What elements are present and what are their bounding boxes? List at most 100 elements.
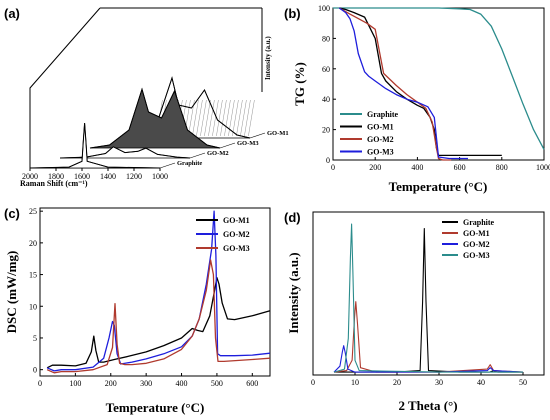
panel-c-x-label: Temperature (°C) xyxy=(106,400,205,415)
pa-series-line-go-m3 xyxy=(89,87,221,149)
pa-hatch-16 xyxy=(220,99,227,137)
pd-legend-label-go-m2: GO-M2 xyxy=(463,240,490,249)
pa-leader-go-m1 xyxy=(249,132,266,139)
pa-leader-go-m2 xyxy=(189,152,206,159)
pc-series-go-m1 xyxy=(46,277,271,369)
pa-hatch-20 xyxy=(236,99,243,137)
panel-b-label: (b) xyxy=(284,6,301,21)
pa-leader-graphite xyxy=(159,162,176,169)
pb-ytick-label-40: 40 xyxy=(322,95,330,104)
pa-hatch-21 xyxy=(240,99,247,137)
pd-series-graphite xyxy=(334,227,523,373)
pc-xtick-label-300: 300 xyxy=(140,379,152,388)
panel-d-y-label: Intensity (a.u.) xyxy=(286,252,301,333)
pa-series-label-go-m1: GO-M1 xyxy=(267,130,289,137)
pb-ytick-label-0: 0 xyxy=(326,156,330,165)
pd-series-go-m3 xyxy=(333,223,523,373)
pa-series-label-go-m2: GO-M2 xyxy=(207,150,229,157)
panel-d-plot-area: 0 10 20 30 40 50 Graphite GO-M1 GO-M2 GO-M3 xyxy=(311,218,527,387)
panel-a-label: (a) xyxy=(4,6,20,21)
pa-leader-go-m3 xyxy=(219,142,236,149)
panel-a-x-ticks: 2000 1800 1600 1400 1200 1000 xyxy=(22,168,168,181)
pb-series-graphite xyxy=(333,7,545,150)
pb-series-go-m3 xyxy=(338,7,468,160)
pd-legend-label-go-m1: GO-M1 xyxy=(463,229,490,238)
panel-a-x-label: Raman Shift (cm⁻¹) xyxy=(20,179,88,188)
panel-c-dsc: (c) 0 100 200 300 400 500 600 0 5 10 15 20 25 GO-M1 GO… xyxy=(4,206,271,415)
panel-c-plot-area: 0 100 200 300 400 500 600 0 5 10 15 20 25 GO-M1 GO-M2 G… xyxy=(29,207,271,388)
panel-b-tg: (b) 0 200 400 600 800 1000 0 20 40 60 80 100 Graphit… xyxy=(284,4,550,194)
pa-xtick-label-1800: 1800 xyxy=(48,172,64,181)
pa-hatch-18 xyxy=(228,99,235,137)
pc-ytick-label-20: 20 xyxy=(29,239,37,248)
pa-hatch-9 xyxy=(192,99,199,137)
pd-xtick-label-40: 40 xyxy=(477,378,485,387)
pc-ytick-label-5: 5 xyxy=(33,334,37,343)
panel-b-plot-area: 0 200 400 600 800 1000 0 20 40 60 80 100 Graphite GO-… xyxy=(318,4,550,172)
pc-ytick-label-10: 10 xyxy=(29,302,37,311)
pc-xtick-label-0: 0 xyxy=(38,379,42,388)
pc-series-go-m3 xyxy=(46,259,271,374)
panel-a-back-left-edge xyxy=(29,7,101,168)
pb-ytick-label-20: 20 xyxy=(322,126,330,135)
pd-legend-label-graphite: Graphite xyxy=(463,218,495,227)
pa-hatch-11 xyxy=(200,99,207,137)
panel-d-plot-frame xyxy=(312,211,545,376)
pb-xtick-label-800: 800 xyxy=(496,163,508,172)
pa-hatch-23 xyxy=(248,99,255,137)
pa-series-label-graphite: Graphite xyxy=(177,160,202,167)
pb-ytick-label-80: 80 xyxy=(322,34,330,43)
pd-xtick-label-10: 10 xyxy=(351,378,359,387)
panel-b-x-label: Temperature (°C) xyxy=(389,179,488,194)
pd-series-go-m2 xyxy=(333,345,524,373)
pa-hatch-17 xyxy=(224,99,231,137)
pd-xtick-label-0: 0 xyxy=(311,378,315,387)
panel-b-plot-frame xyxy=(332,7,545,161)
pa-series-line-graphite xyxy=(29,122,161,169)
panel-c-label: (c) xyxy=(4,206,20,221)
panel-c-y-label: DSC (mW/mg) xyxy=(4,251,19,334)
pc-xtick-label-200: 200 xyxy=(105,379,117,388)
panel-d-xrd: (d) 0 10 20 30 40 50 Graphite GO-M1 GO-M2 GO-M3 2… xyxy=(284,210,545,413)
pb-series-go-m1 xyxy=(339,7,502,157)
pc-xtick-label-100: 100 xyxy=(69,379,81,388)
pa-hatch-10 xyxy=(196,99,203,137)
pd-xtick-label-30: 30 xyxy=(435,378,443,387)
panel-a-series-group: GO-M1 GO-M3 GO-M2 Graphite xyxy=(29,76,289,169)
pa-xtick-label-1600: 1600 xyxy=(74,172,90,181)
pc-legend-label-go-m1: GO-M1 xyxy=(223,216,250,225)
panel-a-y-label: Intensity (a.u.) xyxy=(264,36,272,80)
pa-series-label-go-m3: GO-M3 xyxy=(237,140,259,147)
pd-xtick-label-50: 50 xyxy=(519,378,527,387)
pa-hatch-12 xyxy=(204,99,211,137)
pa-xtick-label-1400: 1400 xyxy=(100,172,116,181)
pb-ytick-label-100: 100 xyxy=(318,4,330,13)
panel-c-plot-frame xyxy=(39,207,271,377)
pc-ytick-label-15: 15 xyxy=(29,271,37,280)
pc-xtick-label-600: 600 xyxy=(246,379,258,388)
pc-xtick-label-500: 500 xyxy=(211,379,223,388)
pb-ytick-label-60: 60 xyxy=(322,65,330,74)
pb-xtick-label-0: 0 xyxy=(331,163,335,172)
pa-hatch-15 xyxy=(216,99,223,137)
pb-legend-label-go-m1: GO-M1 xyxy=(367,123,394,132)
panel-b-y-label: TG (%) xyxy=(292,62,307,106)
panel-a-raman: (a) GO-M1 GO-M3 GO-M2 Graphite 2000 1800 1600… xyxy=(4,6,289,188)
pc-legend-label-go-m3: GO-M3 xyxy=(223,244,250,253)
pb-xtick-label-200: 200 xyxy=(369,163,381,172)
panel-d-label: (d) xyxy=(284,210,301,225)
pb-legend-label-go-m2: GO-M2 xyxy=(367,135,394,144)
pd-series-go-m1 xyxy=(333,301,524,373)
pc-xtick-label-400: 400 xyxy=(176,379,188,388)
pa-hatch-13 xyxy=(208,99,215,137)
pc-ytick-label-25: 25 xyxy=(29,207,37,216)
pa-hatch-22 xyxy=(244,99,251,137)
pd-legend-label-go-m3: GO-M3 xyxy=(463,251,490,260)
panel-d-x-label: 2 Theta (°) xyxy=(398,398,457,413)
pc-series-go-m2 xyxy=(46,210,271,372)
pa-hatch-14 xyxy=(212,99,219,137)
pa-xtick-label-1000: 1000 xyxy=(152,172,168,181)
pd-xtick-label-20: 20 xyxy=(393,378,401,387)
pb-legend-label-go-m3: GO-M3 xyxy=(367,148,394,157)
